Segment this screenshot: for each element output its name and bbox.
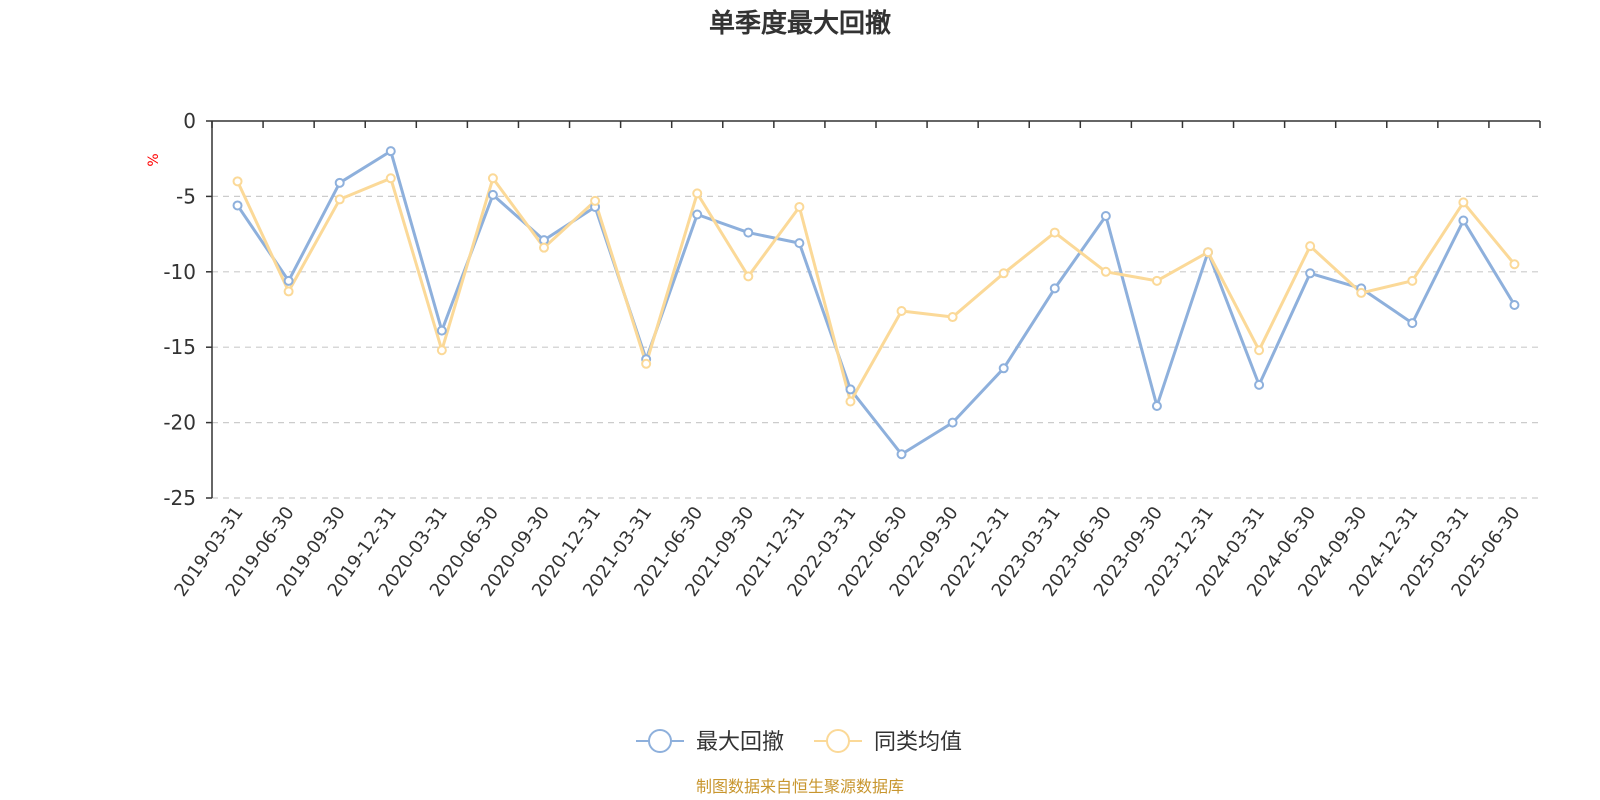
data-point-s0-25[interactable]: [1509, 299, 1520, 310]
data-point-s1-2[interactable]: [334, 194, 345, 205]
data-point-s0-21[interactable]: [1305, 268, 1316, 279]
data-point-s1-19[interactable]: [1203, 247, 1213, 258]
data-point-s1-12[interactable]: [845, 396, 856, 407]
y-tick-label: -15: [163, 335, 196, 359]
data-point-s1-16[interactable]: [1049, 227, 1060, 238]
y-tick-label: -10: [163, 260, 196, 284]
data-point-s1-1[interactable]: [283, 286, 294, 297]
data-point-s0-10[interactable]: [743, 227, 754, 238]
data-point-s1-4[interactable]: [436, 345, 447, 356]
data-point-s1-11[interactable]: [794, 201, 805, 212]
data-point-s1-3[interactable]: [385, 173, 396, 184]
y-tick-label: -5: [176, 184, 196, 208]
data-point-s0-9[interactable]: [692, 209, 703, 220]
chart-title: 单季度最大回撤: [709, 8, 891, 39]
data-point-s0-15[interactable]: [998, 363, 1009, 374]
legend-label: 最大回撤: [696, 730, 784, 755]
grid-lines: [212, 195, 1540, 499]
data-point-s0-0[interactable]: [232, 200, 243, 211]
data-point-s0-1[interactable]: [283, 275, 294, 286]
data-point-s0-20[interactable]: [1254, 379, 1265, 390]
data-point-s1-8[interactable]: [641, 358, 652, 369]
data-point-s1-18[interactable]: [1151, 275, 1162, 286]
series-line-1: [236, 176, 1516, 403]
data-point-s0-3[interactable]: [385, 146, 396, 157]
data-point-s1-0[interactable]: [232, 176, 243, 187]
data-point-s1-21[interactable]: [1305, 241, 1316, 252]
data-point-s0-24[interactable]: [1458, 215, 1469, 226]
legend-circle-icon: [826, 729, 850, 753]
data-point-s0-13[interactable]: [896, 449, 907, 460]
data-point-s1-22[interactable]: [1356, 287, 1367, 298]
legend-label: 同类均值: [874, 730, 962, 755]
data-point-s1-24[interactable]: [1458, 197, 1469, 208]
data-point-s0-14[interactable]: [947, 417, 958, 428]
y-tick-label: -20: [163, 411, 196, 435]
series-lines: [232, 146, 1520, 460]
axes: 0-5-10-15-20-252019-03-312019-06-302019-…: [163, 109, 1541, 601]
y-tick-label: 0: [183, 109, 196, 133]
y-tick-label: -25: [163, 486, 196, 510]
data-point-s0-2[interactable]: [334, 177, 345, 188]
legend-item-1[interactable]: 同类均值: [814, 729, 962, 755]
data-point-s1-5[interactable]: [487, 173, 498, 184]
y-axis-label: %: [146, 153, 162, 166]
data-point-s1-10[interactable]: [743, 271, 754, 282]
data-point-s1-23[interactable]: [1407, 275, 1418, 286]
data-point-s0-18[interactable]: [1151, 401, 1162, 412]
data-point-s0-5[interactable]: [487, 189, 498, 200]
legend[interactable]: 最大回撤 同类均值: [636, 729, 962, 755]
data-point-s1-15[interactable]: [998, 268, 1009, 279]
data-point-s1-13[interactable]: [896, 306, 907, 317]
legend-circle-icon: [648, 729, 672, 753]
series-line-0: [236, 149, 1516, 456]
data-point-s1-20[interactable]: [1254, 345, 1265, 356]
data-point-s0-17[interactable]: [1100, 211, 1111, 222]
data-point-s1-14[interactable]: [947, 312, 958, 323]
data-point-s1-9[interactable]: [692, 188, 703, 199]
data-point-s1-7[interactable]: [590, 195, 601, 206]
data-point-s1-17[interactable]: [1100, 266, 1111, 277]
data-point-s0-23[interactable]: [1407, 318, 1418, 329]
data-point-s0-11[interactable]: [794, 238, 805, 249]
data-point-s0-12[interactable]: [845, 384, 856, 395]
data-source-note: 制图数据来自恒生聚源数据库: [696, 777, 904, 796]
data-point-s0-4[interactable]: [436, 325, 447, 336]
data-point-s0-16[interactable]: [1049, 283, 1060, 294]
data-point-s1-25[interactable]: [1509, 259, 1520, 270]
legend-item-0[interactable]: 最大回撤: [636, 729, 784, 755]
data-point-s1-6[interactable]: [539, 242, 549, 253]
